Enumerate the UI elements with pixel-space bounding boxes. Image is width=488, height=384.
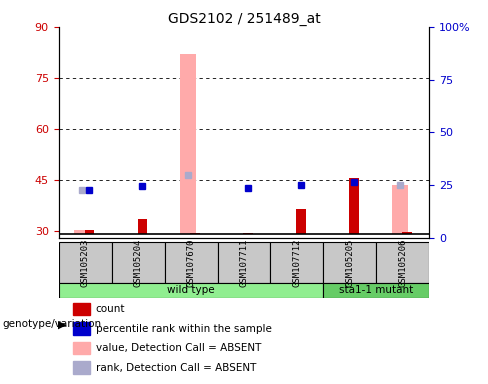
Bar [164,242,218,283]
Text: count: count [96,304,125,314]
Bar [73,342,90,354]
Bar [324,242,376,283]
Bar [270,242,324,283]
Bar [73,303,90,315]
Bar [73,322,90,335]
Text: GSM105203: GSM105203 [81,238,90,286]
Bar [376,242,429,283]
Bar [296,209,306,234]
Text: wild type: wild type [167,285,215,295]
Bar [73,361,90,374]
Bar [84,230,94,234]
Bar [403,232,412,234]
Text: rank, Detection Call = ABSENT: rank, Detection Call = ABSENT [96,363,256,373]
Text: genotype/variation: genotype/variation [2,319,102,329]
Text: GSM107712: GSM107712 [292,238,302,286]
Text: GSM105205: GSM105205 [346,238,354,286]
Text: GSM105204: GSM105204 [134,238,142,286]
Bar [59,283,324,298]
Bar [349,178,359,234]
Text: GSM107711: GSM107711 [240,238,248,286]
Text: sta1-1 mutant: sta1-1 mutant [339,285,414,295]
Bar [244,233,253,234]
Bar [190,233,200,234]
Bar [180,54,196,234]
Bar [138,219,147,234]
Bar [392,185,407,234]
Text: percentile rank within the sample: percentile rank within the sample [96,324,271,334]
Bar [74,230,90,234]
Text: ▶: ▶ [58,319,66,329]
Bar [324,283,429,298]
Bar [59,242,112,283]
Bar [112,242,164,283]
Bar [218,242,270,283]
Text: GSM105206: GSM105206 [398,238,407,286]
Title: GDS2102 / 251489_at: GDS2102 / 251489_at [167,12,321,26]
Text: GSM107670: GSM107670 [186,238,196,286]
Text: value, Detection Call = ABSENT: value, Detection Call = ABSENT [96,343,261,353]
